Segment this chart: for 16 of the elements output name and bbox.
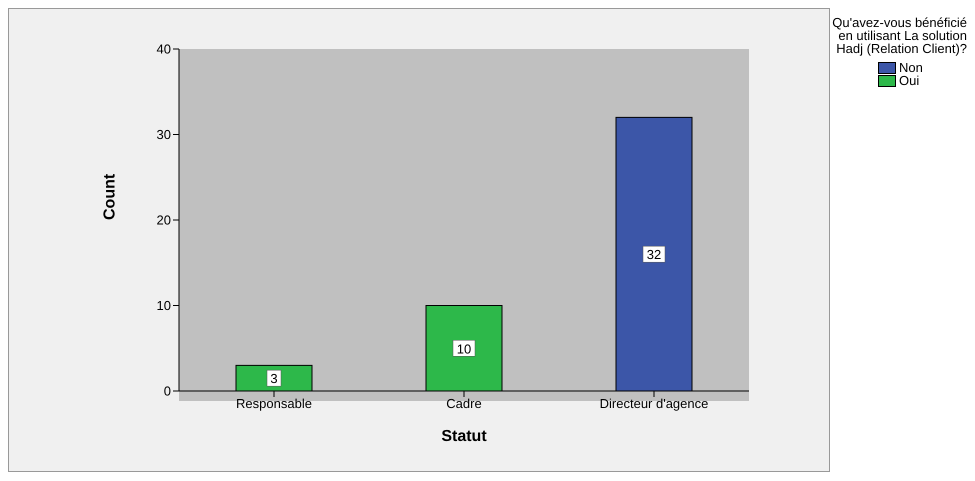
data-label: 32 — [646, 247, 662, 262]
x-axis-title: Statut — [441, 428, 488, 445]
y-tick-label: 20 — [156, 212, 171, 228]
y-tick-label: 10 — [156, 298, 171, 314]
x-tick-label: Directeur d'agence — [600, 396, 708, 412]
legend-label: Oui — [899, 73, 920, 88]
y-tick-label: 0 — [164, 384, 171, 399]
legend-title: Qu'avez-vous bénéficié en utilisant La solution Hadj (Relation Client)? — [832, 15, 967, 56]
x-tick-label: Responsable — [236, 396, 312, 412]
y-axis-title: Count — [102, 173, 119, 220]
x-tick-label: Cadre — [446, 396, 482, 412]
data-label: 10 — [456, 341, 472, 356]
legend-label: Non — [899, 60, 923, 75]
data-label: 3 — [270, 371, 278, 386]
y-tick-label: 30 — [156, 127, 171, 142]
y-tick-label: 40 — [156, 42, 171, 57]
